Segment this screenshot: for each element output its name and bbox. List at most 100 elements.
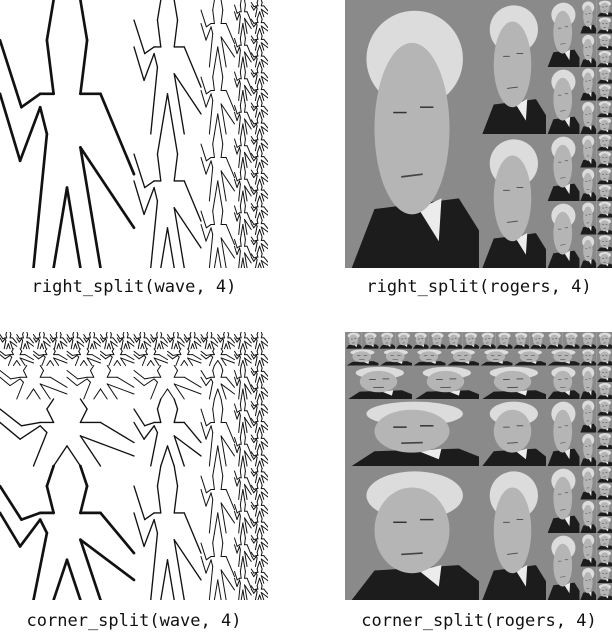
cs-wave-wave-tile-36 bbox=[167, 348, 202, 366]
cs-rogers-rogers-tile-45 bbox=[596, 449, 612, 466]
cs-rogers-rogers-tile-19 bbox=[596, 466, 612, 483]
rs-rogers-rogers-tile-0 bbox=[345, 0, 479, 268]
rs-wave-wave-tile-28 bbox=[234, 234, 252, 268]
corner-split-wave-caption: corner_split(wave, 4) bbox=[26, 611, 242, 631]
cs-rogers-rogers-tile-25 bbox=[579, 533, 597, 567]
cs-wave-wave-tile-37 bbox=[167, 332, 185, 350]
cs-wave-wave-tile-47 bbox=[200, 348, 235, 366]
cs-rogers-rogers-tile-18 bbox=[579, 466, 597, 500]
rs-rogers-rogers-tile-7 bbox=[596, 33, 612, 51]
rs-wave-wave-tile-14 bbox=[250, 100, 268, 118]
rs-rogers-rogers-tile-6 bbox=[579, 33, 597, 67]
cs-rogers-rogers-tile-15 bbox=[462, 332, 479, 349]
rs-wave-wave-tile-4 bbox=[250, 0, 268, 18]
rs-rogers-rogers-tile-18 bbox=[579, 134, 597, 168]
cs-rogers-rogers-tile-39 bbox=[546, 399, 580, 466]
cs-wave-wave-tile-19 bbox=[250, 465, 268, 484]
cs-rogers-rogers-tile-54 bbox=[579, 332, 597, 349]
rs-wave-wave-tile-26 bbox=[250, 200, 268, 219]
cs-rogers-rogers-tile-41 bbox=[596, 399, 612, 416]
cs-rogers-rogers-tile-0 bbox=[345, 466, 479, 600]
rs-rogers-rogers-tile-25 bbox=[579, 201, 597, 235]
cs-rogers-rogers-tile-28 bbox=[579, 566, 597, 600]
rs-rogers-rogers-tile-24 bbox=[546, 201, 580, 268]
cs-rogers-rogers-tile-42 bbox=[596, 415, 612, 433]
rs-rogers-rogers-tile-4 bbox=[596, 0, 612, 17]
cs-wave-wave-tile-43 bbox=[234, 432, 252, 467]
cs-wave-wave-tile-25 bbox=[234, 532, 252, 567]
cs-rogers-rogers-tile-40 bbox=[579, 399, 597, 433]
rs-wave-wave-tile-19 bbox=[250, 133, 268, 152]
corner-split-wave-panel bbox=[0, 332, 268, 600]
corner-split-rogers-panel bbox=[345, 332, 612, 600]
cs-rogers-rogers-tile-1 bbox=[345, 399, 479, 466]
rs-rogers-rogers-tile-10 bbox=[579, 67, 597, 101]
rs-wave-wave-tile-23 bbox=[250, 183, 268, 202]
rs-rogers-rogers-tile-16 bbox=[479, 134, 546, 268]
cs-rogers-rogers-tile-48 bbox=[546, 332, 563, 349]
rs-wave-wave-tile-20 bbox=[250, 150, 268, 168]
cs-wave-wave-tile-38 bbox=[183, 332, 202, 350]
cs-wave-wave-tile-4 bbox=[0, 332, 18, 350]
cs-wave-wave-tile-8 bbox=[49, 332, 68, 350]
cs-rogers-rogers-tile-17 bbox=[546, 466, 580, 533]
cs-rogers-rogers-tile-4 bbox=[345, 332, 362, 349]
cs-rogers-rogers-tile-8 bbox=[395, 332, 412, 349]
rs-rogers-rogers-tile-29 bbox=[596, 234, 612, 252]
cs-wave-wave-tile-21 bbox=[234, 499, 252, 534]
cs-wave-wave-tile-11 bbox=[66, 332, 85, 350]
cs-rogers-rogers-tile-36 bbox=[512, 348, 546, 366]
cs-rogers-rogers-tile-12 bbox=[428, 332, 446, 349]
rs-wave-wave-tile-17 bbox=[200, 133, 235, 202]
cs-wave-wave-tile-34 bbox=[133, 332, 152, 350]
cs-wave-wave-tile-54 bbox=[234, 332, 252, 350]
cs-rogers-rogers-tile-29 bbox=[596, 566, 612, 584]
rs-rogers-rogers-tile-2 bbox=[546, 0, 580, 67]
cs-wave-wave-tile-33 bbox=[133, 348, 168, 366]
cs-rogers-rogers-tile-47 bbox=[546, 348, 580, 366]
right-split-rogers-caption: right_split(rogers, 4) bbox=[366, 277, 592, 297]
cs-wave-wave-tile-45 bbox=[250, 448, 268, 467]
cs-wave-wave-tile-24 bbox=[200, 532, 235, 600]
cs-wave-wave-tile-32 bbox=[133, 365, 202, 400]
rs-wave-wave-tile-10 bbox=[234, 66, 252, 101]
cs-rogers-rogers-tile-9 bbox=[412, 365, 479, 399]
cs-wave-wave-tile-40 bbox=[234, 398, 252, 433]
cs-rogers-rogers-tile-13 bbox=[445, 348, 479, 366]
right-split-wave-caption: right_split(wave, 4) bbox=[31, 277, 237, 297]
cs-rogers-rogers-tile-31 bbox=[479, 399, 546, 466]
cs-rogers-rogers-tile-23 bbox=[596, 516, 612, 533]
cs-wave-wave-tile-27 bbox=[250, 549, 268, 567]
cs-rogers-rogers-tile-34 bbox=[479, 332, 496, 349]
cs-rogers-rogers-tile-56 bbox=[596, 332, 612, 349]
rs-wave-wave-tile-24 bbox=[200, 200, 235, 268]
rs-rogers-rogers-tile-23 bbox=[596, 184, 612, 201]
cs-wave-wave-tile-2 bbox=[0, 365, 68, 400]
cs-wave-wave-tile-22 bbox=[250, 499, 268, 517]
rs-wave-wave-tile-30 bbox=[250, 250, 268, 268]
cs-wave-wave-tile-0 bbox=[0, 464, 136, 600]
cs-wave-wave-tile-17 bbox=[200, 465, 235, 534]
cs-rogers-rogers-tile-3 bbox=[345, 348, 379, 366]
cs-wave-wave-tile-5 bbox=[16, 332, 34, 350]
corner-split-rogers-caption: corner_split(rogers, 4) bbox=[361, 611, 597, 631]
cs-wave-wave-tile-12 bbox=[83, 332, 101, 350]
cs-wave-wave-tile-13 bbox=[100, 348, 135, 366]
cs-wave-wave-tile-14 bbox=[100, 332, 118, 350]
rs-wave-wave-tile-15 bbox=[250, 116, 268, 135]
cs-wave-wave-tile-48 bbox=[200, 332, 219, 350]
cs-wave-wave-tile-9 bbox=[66, 365, 135, 400]
cs-rogers-rogers-tile-22 bbox=[596, 499, 612, 517]
cs-wave-wave-tile-31 bbox=[133, 398, 202, 467]
cs-wave-wave-tile-29 bbox=[250, 566, 268, 584]
rs-rogers-rogers-tile-30 bbox=[596, 251, 612, 268]
cs-rogers-rogers-tile-55 bbox=[596, 348, 612, 366]
cs-wave-wave-tile-30 bbox=[250, 582, 268, 600]
cs-rogers-rogers-tile-35 bbox=[495, 332, 513, 349]
rs-wave-wave-tile-18 bbox=[234, 133, 252, 168]
rs-rogers-rogers-tile-19 bbox=[596, 134, 612, 151]
rs-rogers-rogers-tile-26 bbox=[596, 201, 612, 218]
cs-wave-wave-tile-23 bbox=[250, 515, 268, 534]
cs-wave-wave-tile-42 bbox=[250, 415, 268, 433]
rs-rogers-rogers-tile-5 bbox=[596, 16, 612, 34]
